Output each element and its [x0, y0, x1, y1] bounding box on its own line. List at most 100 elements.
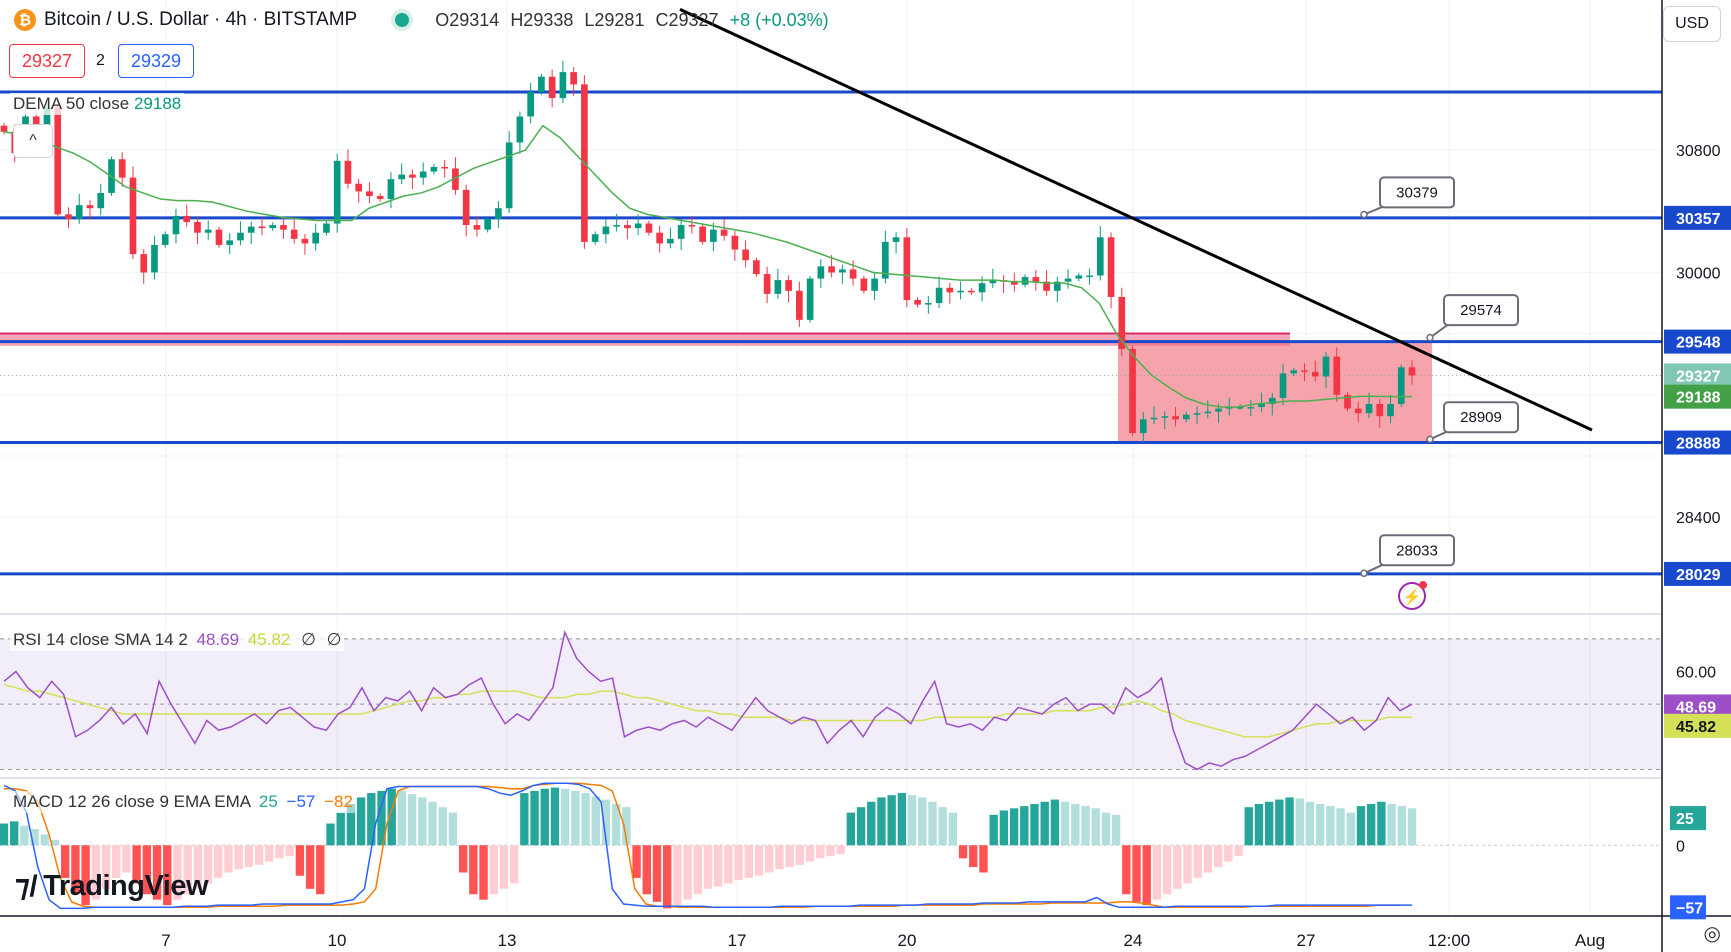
candle-body [226, 240, 234, 245]
x-tick-label: 12:00 [1428, 931, 1471, 950]
candle-body [1096, 237, 1104, 276]
macd-histogram-bar [326, 823, 335, 846]
macd-axis-label-text: −57 [1676, 900, 1703, 917]
macd-histogram-bar [142, 845, 152, 895]
candle-body [1290, 370, 1298, 374]
price-axis-label: 29188 [1664, 384, 1731, 409]
macd-histogram-bar [173, 845, 182, 900]
macd-histogram-bar [734, 845, 743, 881]
macd-histogram-bar [540, 788, 549, 846]
macd-histogram-bar [1081, 806, 1090, 846]
macd-histogram-bar [428, 801, 437, 846]
macd-histogram-bar [1040, 801, 1049, 846]
candle-body [656, 232, 663, 244]
symbol-title[interactable]: Bitcoin / U.S. Dollar · 4h · BITSTAMP [44, 9, 358, 30]
rsi-axis-tick-label: 60.00 [1676, 665, 1716, 682]
candle-body [495, 208, 502, 219]
macd-histogram-bar [1326, 806, 1335, 846]
alert-lightning-icon [1398, 582, 1426, 610]
candle-body [376, 196, 384, 200]
candle-body [1215, 408, 1222, 412]
ohlc-readout: O29314 H29338 L29281 C29327 +8 (+0.03%) [435, 10, 834, 31]
macd-histogram-bar [601, 799, 611, 846]
market-status-icon[interactable] [395, 13, 410, 27]
candle-body [1139, 419, 1147, 434]
macd-histogram-bar [418, 797, 427, 846]
dema-legend-name: DEMA 50 close [13, 94, 130, 113]
macd-histogram-bar [1254, 803, 1264, 846]
macd-histogram-bar [448, 812, 458, 846]
macd-histogram-bar [285, 845, 294, 857]
candle-body [452, 168, 459, 190]
macd-histogram-bar [530, 790, 539, 846]
candle-body [140, 254, 148, 273]
macd-histogram-bar [948, 812, 958, 846]
candle-body [839, 269, 846, 273]
macd-histogram-bar [499, 845, 509, 889]
macd-line [3, 782, 1412, 910]
macd-histogram-bar [91, 845, 101, 900]
candle-body [97, 192, 105, 209]
macd-legend[interactable]: MACD 12 26 close 9 EMA EMA 25 −57 −82 [10, 791, 356, 813]
rsi-legend[interactable]: RSI 14 close SMA 14 2 48.69 45.82 ∅ ∅ [10, 629, 345, 651]
candle-body [312, 232, 320, 244]
macd-histogram-bar [20, 825, 29, 846]
settings-icon[interactable]: ◎ [1703, 923, 1721, 945]
macd-histogram-bar [50, 839, 60, 846]
macd-histogram-bar [785, 845, 794, 868]
tradingview-logo[interactable]: ⁊/ TradingView [15, 869, 209, 904]
collapse-legend-button[interactable]: ^ [13, 124, 53, 158]
candle-body [86, 205, 94, 209]
candle-body [355, 183, 363, 192]
macd-histogram-bar [571, 790, 580, 846]
rsi-axis-label-text: 45.82 [1676, 719, 1716, 736]
sell-button[interactable]: 29327 [9, 44, 85, 78]
trendline [679, 8, 1593, 432]
macd-histogram-bar [693, 845, 702, 895]
macd-histogram-bar [1275, 799, 1284, 846]
macd-histogram-bar [1020, 806, 1029, 846]
callout-box [1379, 534, 1455, 567]
macd-axis-label-bg [1670, 895, 1706, 920]
candle-body [914, 300, 921, 305]
candle-body [516, 116, 524, 143]
candle-body [1247, 407, 1255, 409]
macd-histogram-bar [550, 787, 560, 846]
x-tick-label: 24 [1124, 931, 1143, 950]
macd-histogram-bar [714, 845, 723, 887]
candle-body [699, 226, 706, 242]
candle-body [613, 225, 620, 227]
candle-body [280, 225, 287, 230]
ohlc-open: O29314 [435, 9, 500, 30]
candle-body [301, 238, 309, 244]
buy-button[interactable]: 29329 [118, 44, 194, 78]
candle-body [419, 171, 427, 178]
macd-histogram-bar [122, 845, 131, 873]
price-axis-label-text: 28029 [1676, 567, 1721, 584]
dema-legend[interactable]: DEMA 50 close 29188 [10, 93, 185, 115]
candle-body [602, 226, 610, 235]
macd-histogram-bar [101, 845, 111, 889]
candle-body [1301, 370, 1308, 372]
macd-histogram-bar [438, 807, 447, 846]
macd-histogram-bar [1234, 845, 1243, 857]
candle-body [65, 214, 72, 219]
macd-histogram-bar [652, 845, 662, 902]
currency-button[interactable]: USD [1663, 6, 1721, 42]
candle-body [763, 274, 771, 294]
macd-legend-hist: 25 [258, 792, 278, 811]
candle-body [344, 160, 352, 184]
macd-histogram-group [0, 787, 1417, 909]
macd-histogram-bar [999, 810, 1009, 846]
callout-label: 30379 [1396, 184, 1438, 201]
macd-histogram-bar [1367, 803, 1376, 846]
candle-body [720, 229, 728, 236]
candle-body [323, 223, 330, 233]
symbol-header: ₿ Bitcoin / U.S. Dollar · 4h · BITSTAMP … [0, 0, 1660, 40]
macd-histogram-bar [479, 845, 488, 900]
macd-histogram-bar [265, 845, 274, 862]
macd-legend-signal: −82 [324, 792, 353, 811]
candle-body [1053, 281, 1061, 291]
price-axis-tick-label: 30800 [1676, 143, 1721, 160]
